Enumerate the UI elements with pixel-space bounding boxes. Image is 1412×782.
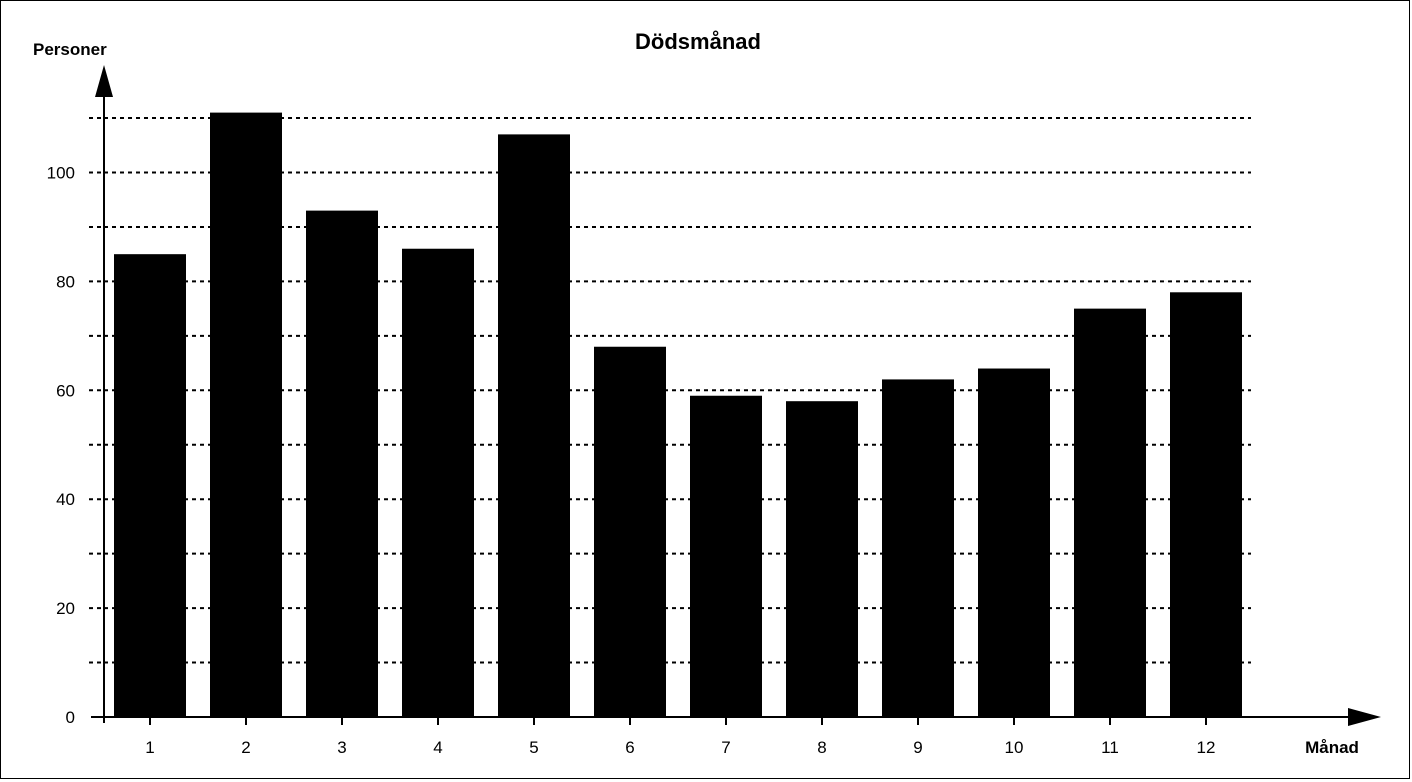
y-axis-arrow-icon [95, 65, 113, 97]
x-axis-arrow-icon [1348, 708, 1381, 726]
y-axis-label: Personer [33, 40, 107, 59]
bars [114, 112, 1242, 718]
bar-month-7 [690, 395, 762, 717]
x-axis-label: Månad [1305, 738, 1359, 757]
axes [91, 65, 1381, 726]
x-tick-label: 11 [1101, 738, 1119, 757]
x-tick-label: 12 [1197, 738, 1216, 757]
x-tick-label: 2 [241, 738, 250, 757]
bar-month-3 [306, 210, 378, 718]
bar-month-8 [786, 401, 858, 717]
x-tick-label: 9 [913, 738, 922, 757]
x-tick-label: 3 [337, 738, 346, 757]
x-tick-label: 8 [817, 738, 826, 757]
y-tick-label: 40 [56, 490, 75, 509]
y-tick-label: 20 [56, 599, 75, 618]
gridlines [89, 117, 1251, 664]
bar-month-4 [402, 248, 474, 718]
y-tick-labels: 0 20 40 60 80 100 [47, 164, 75, 728]
x-tick-label: 7 [721, 738, 730, 757]
bar-month-5 [498, 134, 570, 717]
bar-month-6 [594, 346, 666, 717]
bar-month-12 [1170, 292, 1242, 717]
bar-month-9 [882, 379, 954, 717]
bar-month-1 [114, 254, 186, 718]
y-tick-label: 60 [56, 381, 75, 400]
bar-month-10 [978, 368, 1050, 717]
x-tick-label: 6 [625, 738, 634, 757]
y-tick-label: 80 [56, 272, 75, 291]
x-tick-label: 4 [433, 738, 442, 757]
x-tick-labels: 1 2 3 4 5 6 7 8 9 10 11 12 [145, 717, 1215, 757]
y-tick-label: 0 [66, 708, 75, 727]
bar-month-2 [210, 112, 282, 718]
bar-month-11 [1074, 308, 1146, 717]
y-tick-label: 100 [47, 164, 75, 183]
x-tick-label: 10 [1005, 738, 1024, 757]
x-tick-label: 1 [145, 738, 154, 757]
x-tick-label: 5 [529, 738, 538, 757]
chart-title: Dödsmånad [635, 29, 761, 54]
